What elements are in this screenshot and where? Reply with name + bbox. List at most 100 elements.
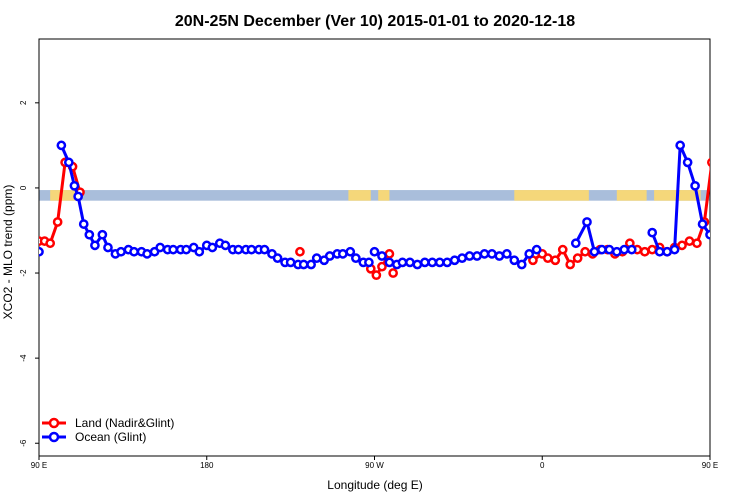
data-point-ocean [116, 246, 126, 257]
data-point-ocean [369, 246, 380, 257]
data-point-ocean [259, 244, 270, 255]
data-point-ocean [464, 251, 475, 261]
y-tick-label: 2 [19, 100, 28, 105]
data-point-ocean [397, 257, 408, 268]
data-point-ocean [721, 231, 728, 238]
data-point-ocean [619, 244, 630, 255]
data-point-ocean [56, 140, 67, 151]
data-point-ocean [364, 257, 374, 268]
series-layer [39, 140, 743, 281]
data-point-land [639, 246, 650, 257]
data-point-land [557, 244, 568, 255]
data-point-ocean [479, 249, 490, 259]
data-point-ocean [690, 180, 700, 191]
data-point-ocean [220, 240, 231, 251]
data-point-ocean [647, 227, 658, 238]
land-patch [514, 190, 589, 201]
data-point-ocean [531, 244, 542, 255]
land-patch [50, 190, 81, 201]
data-point-land [725, 163, 732, 170]
data-point-ocean [155, 242, 166, 253]
data-point-ocean [298, 259, 309, 270]
data-point-ocean [97, 229, 108, 240]
series-line-land [721, 162, 736, 192]
data-point-ocean [337, 249, 348, 259]
data-point-ocean [84, 229, 95, 240]
legend: Land (Nadir&Glint) Ocean (Glint) [42, 416, 174, 444]
data-point-ocean [129, 246, 139, 257]
data-point-ocean [509, 255, 520, 266]
data-point-land [295, 246, 305, 257]
data-point-ocean [589, 246, 600, 257]
y-tick-label: -6 [19, 439, 28, 447]
data-point-ocean [412, 259, 423, 270]
data-point-ocean [582, 217, 592, 227]
data-point-ocean [697, 219, 708, 229]
land-patch [378, 190, 390, 201]
legend-entry-ocean: Ocean (Glint) [42, 430, 146, 444]
legend-entry-land: Land (Nadir&Glint) [42, 416, 174, 430]
x-tick-label: 90 E [702, 461, 718, 470]
data-point-ocean [377, 251, 387, 261]
legend-marker-ocean [48, 431, 60, 443]
data-point-land [371, 270, 382, 281]
data-point-ocean [626, 244, 637, 255]
data-point-land [542, 253, 553, 263]
data-point-ocean [682, 157, 693, 168]
y-tick-label: -2 [19, 269, 28, 277]
data-point-ocean [103, 242, 113, 253]
data-point-ocean [662, 246, 672, 257]
data-point-ocean [457, 253, 467, 263]
ocean-strip [39, 190, 710, 201]
data-point-ocean [705, 229, 710, 240]
data-point-ocean [669, 244, 680, 255]
x-tick-label: 180 [200, 461, 214, 470]
data-point-land [684, 236, 695, 246]
data-point-land [52, 217, 63, 227]
land-patch [348, 190, 371, 201]
data-point-land [580, 246, 590, 257]
data-point-land [550, 255, 561, 266]
data-point-ocean [69, 180, 80, 191]
data-point-land [45, 238, 56, 249]
data-point-ocean [384, 257, 395, 268]
data-point-ocean [419, 257, 430, 268]
legend-marker-land [48, 417, 60, 429]
data-point-ocean [597, 244, 607, 255]
data-point-ocean [516, 259, 527, 270]
data-point-ocean [272, 253, 283, 263]
data-point-ocean [142, 249, 152, 259]
land-patch [616, 190, 647, 201]
data-point-ocean [472, 251, 482, 261]
data-point-ocean [494, 251, 505, 261]
x-tick-label: 0 [540, 461, 545, 470]
data-point-ocean [285, 257, 296, 268]
data-point-ocean [39, 246, 44, 257]
data-point-land [716, 163, 723, 170]
data-point-land [388, 268, 398, 278]
data-point-ocean [487, 249, 497, 259]
data-point-land [647, 244, 658, 255]
data-point-ocean [207, 242, 218, 253]
data-point-ocean [736, 250, 743, 257]
data-point-ocean [246, 244, 257, 255]
data-point-ocean [442, 257, 453, 268]
y-tick-label: -4 [19, 354, 28, 362]
data-point-ocean [168, 244, 179, 255]
data-point-land [565, 259, 576, 270]
data-point-ocean [427, 257, 438, 268]
land-ocean-band [39, 190, 710, 201]
data-point-ocean [405, 257, 415, 268]
data-point-ocean [729, 244, 736, 251]
data-point-ocean [324, 251, 335, 261]
data-point-land [377, 261, 387, 272]
x-tick-label: 90 W [365, 461, 384, 470]
data-point-ocean [611, 246, 622, 257]
data-point-land [718, 159, 725, 166]
y-tick-label: 0 [19, 185, 28, 190]
x-axis-ticks: 90 E 180 90 W 0 90 E [31, 456, 718, 470]
data-point-land [692, 238, 702, 249]
data-point-ocean [90, 240, 100, 251]
y-axis-label: XCO2 - MLO trend (ppm) [1, 185, 15, 320]
